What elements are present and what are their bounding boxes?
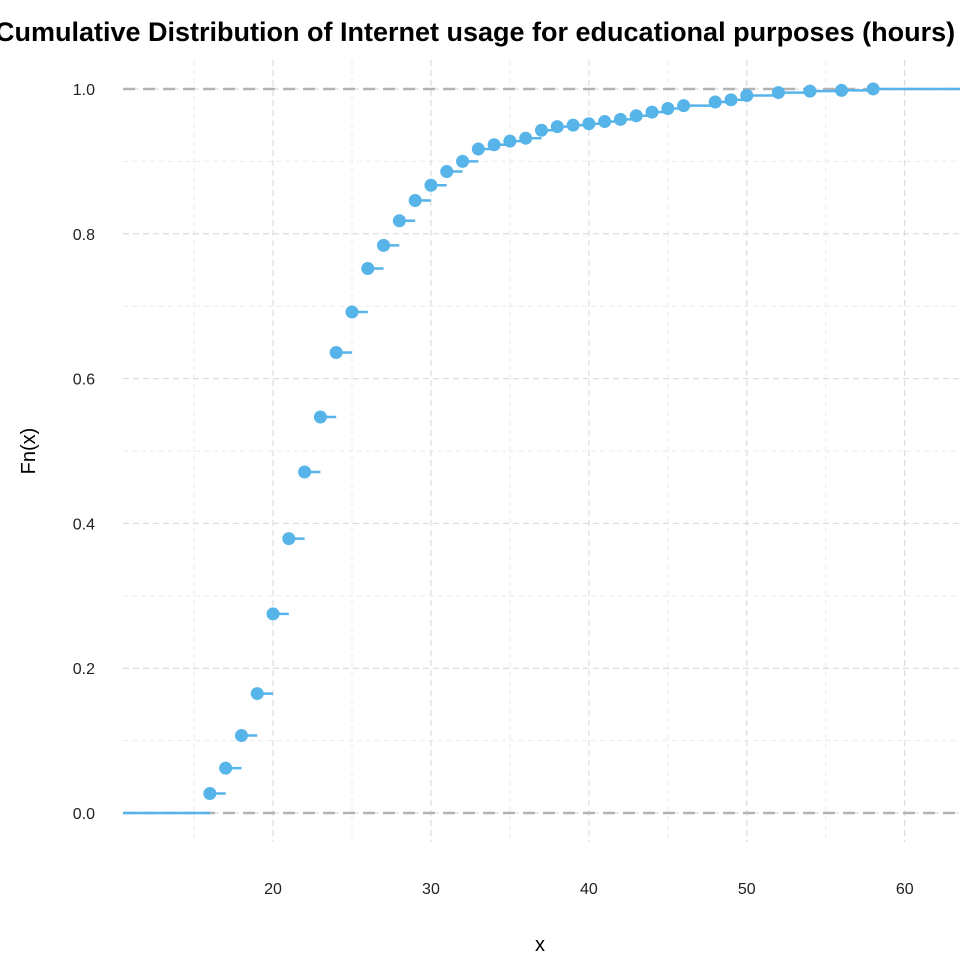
data-point: [471, 142, 485, 156]
minor-gridlines: [123, 60, 960, 842]
data-point: [250, 687, 264, 701]
y-axis-label: Fn(x): [18, 428, 40, 475]
data-point: [266, 607, 280, 621]
data-point: [487, 138, 501, 152]
y-tick-label: 0.8: [73, 227, 95, 244]
data-point: [519, 131, 533, 145]
x-axis-label: x: [535, 934, 545, 956]
data-point: [550, 120, 564, 134]
data-point: [708, 95, 722, 109]
y-tick-label: 0.2: [73, 661, 95, 678]
data-point: [866, 82, 880, 96]
chart-title: Cumulative Distribution of Internet usag…: [0, 17, 955, 47]
data-point: [440, 165, 454, 179]
data-point: [835, 83, 849, 97]
y-tick-label: 0.4: [73, 516, 95, 533]
data-point: [503, 134, 517, 148]
y-tick-label: 0.0: [73, 806, 95, 823]
data-point: [282, 532, 296, 546]
data-point: [566, 118, 580, 132]
y-tick-label: 0.6: [73, 372, 95, 389]
data-point: [740, 88, 754, 102]
data-point: [361, 262, 375, 276]
data-point: [203, 786, 217, 800]
data-point: [661, 102, 675, 116]
data-point: [803, 84, 817, 98]
data-points: [203, 82, 880, 800]
data-point: [329, 346, 343, 360]
data-point: [598, 115, 612, 129]
data-point: [456, 154, 470, 168]
data-point: [392, 214, 406, 228]
data-point: [771, 86, 785, 100]
data-point: [645, 105, 659, 119]
data-point: [345, 305, 359, 319]
data-point: [582, 117, 596, 131]
x-tick-label: 60: [896, 881, 914, 898]
data-point: [724, 93, 738, 107]
data-point: [377, 238, 391, 252]
x-tick-label: 50: [738, 881, 756, 898]
data-point: [408, 193, 422, 207]
data-point: [219, 761, 233, 775]
data-point: [313, 410, 327, 424]
x-tick-label: 30: [422, 881, 440, 898]
x-tick-label: 20: [264, 881, 282, 898]
data-point: [677, 99, 691, 113]
data-point: [629, 109, 643, 123]
data-point: [613, 112, 627, 126]
data-point: [535, 123, 548, 137]
x-tick-labels: 20 30 40 50 60: [264, 881, 914, 898]
y-tick-label: 1.0: [73, 82, 95, 99]
y-tick-labels: 0.0 0.2 0.4 0.6 0.8 1.0: [73, 82, 95, 823]
data-point: [424, 178, 438, 192]
x-tick-label: 40: [580, 881, 598, 898]
data-point: [298, 465, 312, 479]
data-point: [234, 729, 248, 743]
